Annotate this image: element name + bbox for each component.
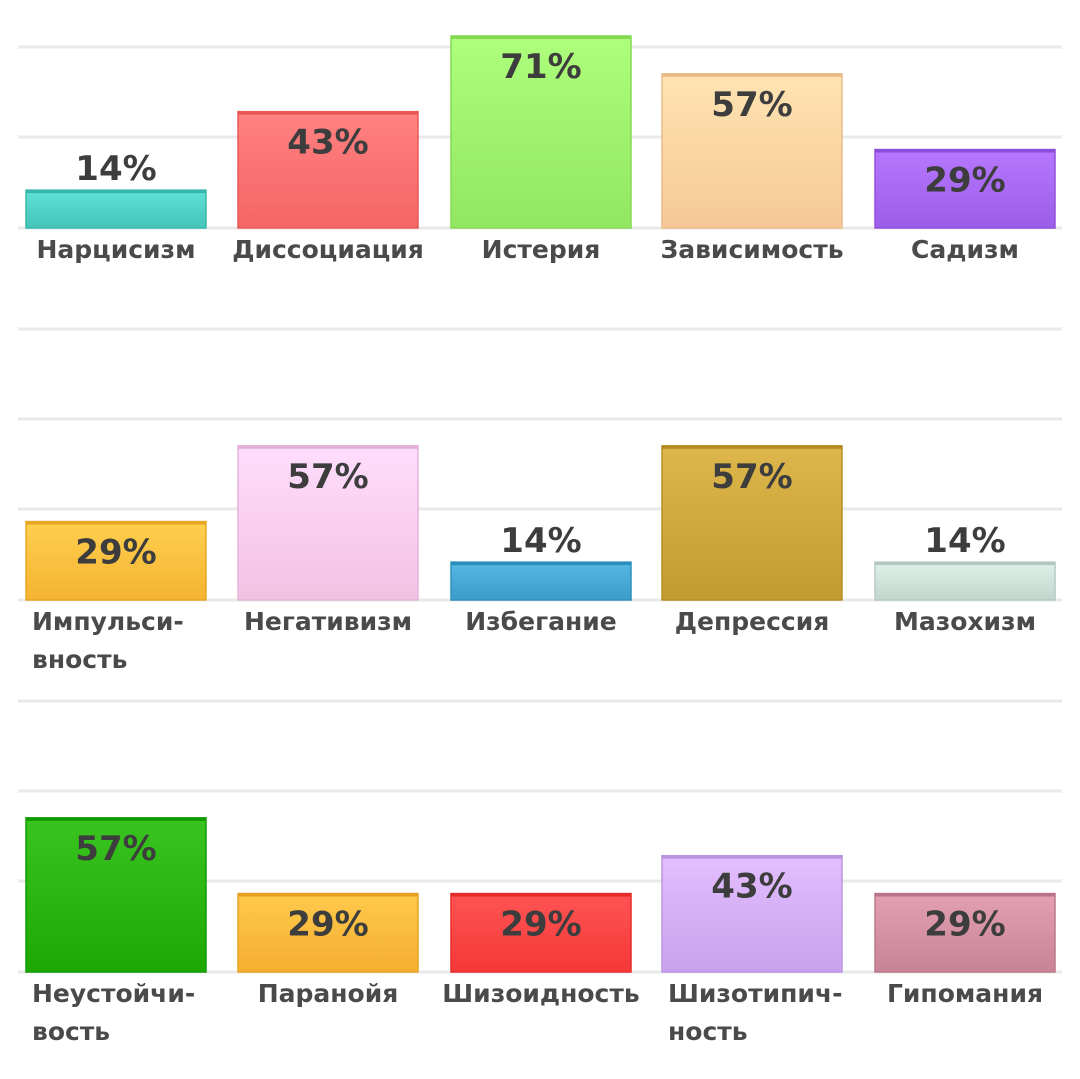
bar-top-edge [238, 893, 418, 897]
bar [450, 892, 632, 973]
bar-value-label: 43% [287, 123, 368, 163]
bar [25, 189, 207, 229]
category-label: Паранойя [258, 979, 399, 1008]
bar-top-edge [26, 817, 206, 821]
category-label: Неустойчи-вость [32, 979, 195, 1046]
bar-value-label: 29% [924, 905, 1005, 945]
category-label: Избегание [465, 607, 617, 636]
bar-value-label: 29% [924, 161, 1005, 201]
bar [874, 892, 1056, 973]
chart-panel-3: 57% Неустойчи-вость 29% Паранойя 29% Шизоидно… [18, 789, 1062, 1046]
bar-top-edge [875, 149, 1055, 153]
bar-top-edge [662, 445, 842, 449]
bar [450, 35, 632, 229]
category-label: Садизм [911, 235, 1019, 264]
category-label: Диссоциация [232, 235, 424, 264]
bar-top-edge [451, 893, 631, 897]
bar-value-label: 14% [924, 521, 1005, 561]
bar [25, 817, 207, 973]
bar-value-label: 29% [500, 905, 581, 945]
chart-panel-2: 29% Импульси-вность 57% Негативизм 14% Избега… [18, 417, 1062, 674]
bar-value-label: 71% [500, 47, 581, 87]
bar [237, 892, 419, 973]
bar [237, 110, 419, 229]
bar-value-label: 57% [75, 829, 156, 869]
bar-value-label: 57% [711, 85, 792, 125]
category-label: Гипомания [887, 979, 1043, 1008]
bar-value-label: 29% [287, 905, 368, 945]
chart-panel-1: 14% Нарцисизм 43% Диссоциация 71% Истерия 57% З… [18, 35, 1062, 264]
bar-value-label: 14% [75, 149, 156, 189]
bar-top-edge [875, 893, 1055, 897]
bar [661, 854, 843, 973]
bar-value-label: 57% [287, 457, 368, 497]
bar-top-edge [662, 855, 842, 859]
category-label: Депрессия [675, 607, 830, 636]
category-label: Импульси-вность [32, 607, 184, 674]
bar-top-edge [238, 445, 418, 449]
bar [874, 561, 1056, 601]
bar-top-edge [26, 521, 206, 525]
category-label: Мазохизм [894, 607, 1036, 636]
bar [25, 520, 207, 601]
category-label: Нарцисизм [36, 235, 195, 264]
bar-top-edge [451, 562, 631, 566]
bar-top-edge [26, 190, 206, 194]
category-label: Негативизм [244, 607, 412, 636]
bar-top-edge [238, 111, 418, 115]
bar-top-edge [662, 73, 842, 77]
category-label: Истерия [482, 235, 601, 264]
category-label: Шизотипич-ность [668, 979, 842, 1046]
bar-value-label: 14% [500, 521, 581, 561]
bar [450, 561, 632, 601]
bar-top-edge [451, 35, 631, 39]
bar-value-label: 43% [711, 867, 792, 907]
category-label: Шизоидность [442, 979, 639, 1008]
bar-top-edge [875, 562, 1055, 566]
category-label: Зависимость [660, 235, 843, 264]
bar [237, 445, 419, 601]
bar-value-label: 57% [711, 457, 792, 497]
bar-value-label: 29% [75, 533, 156, 573]
